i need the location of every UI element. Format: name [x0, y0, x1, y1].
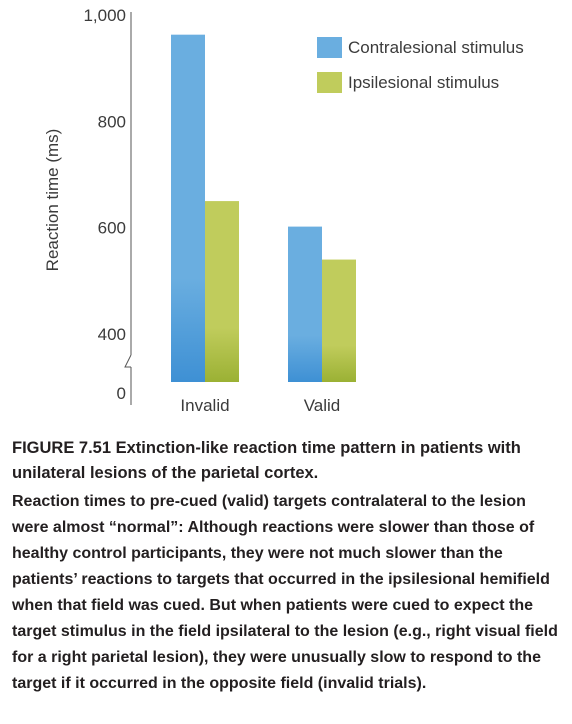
- figure-caption: FIGURE 7.51 Extinction-like reaction tim…: [12, 436, 564, 697]
- bar-valid-ipsilesional: [322, 259, 356, 382]
- y-tick-label: 400: [98, 325, 126, 344]
- bar-invalid-ipsilesional: [205, 201, 239, 382]
- legend-label: Ipsilesional stimulus: [348, 73, 499, 92]
- y-tick-label: 600: [98, 219, 126, 238]
- y-tick-label: 800: [98, 112, 126, 131]
- figure-description: Reaction times to pre-cued (valid) targe…: [12, 493, 558, 692]
- y-tick-labels: 0 400 600 800 1,000: [83, 6, 126, 403]
- bars-group: [171, 34, 356, 383]
- y-axis: [124, 12, 132, 405]
- y-tick-label: 0: [117, 384, 126, 403]
- bar-valid-contralesional: [288, 226, 322, 382]
- legend-label: Contralesional stimulus: [348, 38, 524, 57]
- figure-title: FIGURE 7.51 Extinction-like reaction tim…: [12, 439, 521, 482]
- legend-swatch: [317, 37, 342, 58]
- legend: Contralesional stimulus Ipsilesional stim…: [317, 37, 524, 93]
- x-tick-labels: Invalid Valid: [180, 396, 340, 415]
- axis-break-mark: [124, 354, 132, 368]
- y-tick-label: 1,000: [83, 6, 126, 25]
- bar-chart: 0 400 600 800 1,000 Invalid Valid Reaction ti…: [43, 6, 524, 415]
- bar-invalid-contralesional: [171, 34, 205, 383]
- x-category-label: Valid: [304, 396, 341, 415]
- y-axis-title: Reaction time (ms): [43, 129, 62, 272]
- legend-swatch: [317, 72, 342, 93]
- x-category-label: Invalid: [180, 396, 229, 415]
